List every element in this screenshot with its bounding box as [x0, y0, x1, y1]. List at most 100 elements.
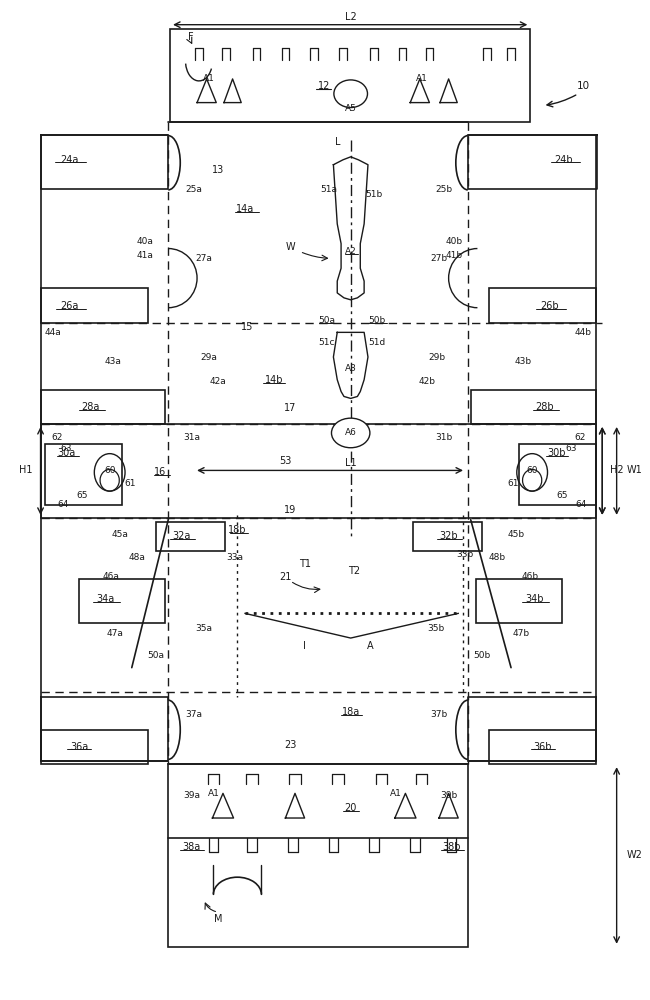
Text: 62: 62: [575, 433, 586, 442]
Bar: [519, 444, 595, 505]
Text: 50a: 50a: [318, 316, 335, 325]
Text: 36a: 36a: [70, 742, 88, 752]
Text: 14b: 14b: [265, 375, 283, 385]
Text: 62: 62: [51, 433, 62, 442]
Text: 64: 64: [575, 500, 587, 509]
Text: H2: H2: [610, 465, 623, 475]
Bar: [489, 730, 597, 764]
Text: 40a: 40a: [136, 237, 153, 246]
Text: 61: 61: [507, 479, 519, 488]
Text: 39a: 39a: [183, 791, 200, 800]
Text: 43b: 43b: [515, 357, 532, 366]
Text: 61: 61: [124, 479, 136, 488]
Bar: [471, 390, 595, 424]
Text: 65: 65: [556, 491, 567, 500]
Text: 26b: 26b: [540, 301, 559, 311]
Text: 65: 65: [76, 491, 88, 500]
Text: A1: A1: [390, 789, 402, 798]
Text: 43a: 43a: [104, 357, 121, 366]
Bar: [168, 764, 468, 947]
Text: I: I: [303, 641, 306, 651]
Text: 41b: 41b: [446, 251, 463, 260]
Text: 17: 17: [284, 403, 296, 413]
Text: W2: W2: [626, 850, 642, 860]
Text: H1: H1: [20, 465, 33, 475]
Text: 38b: 38b: [442, 842, 461, 852]
Text: 29a: 29a: [200, 353, 217, 362]
Text: 35a: 35a: [195, 624, 213, 633]
Text: 27b: 27b: [430, 254, 448, 263]
Text: 25b: 25b: [436, 185, 452, 194]
Text: 28b: 28b: [536, 402, 554, 412]
Text: 48b: 48b: [488, 553, 505, 562]
Text: 35b: 35b: [428, 624, 445, 633]
Text: 42b: 42b: [419, 377, 436, 386]
Bar: [40, 730, 148, 764]
Text: 38a: 38a: [182, 842, 200, 852]
Ellipse shape: [332, 418, 370, 448]
Text: 44b: 44b: [575, 328, 592, 337]
Text: 16: 16: [155, 467, 166, 477]
Text: 30b: 30b: [547, 448, 566, 458]
Text: 14a: 14a: [236, 204, 254, 214]
Text: 51b: 51b: [365, 190, 382, 199]
Text: 15: 15: [240, 322, 253, 332]
Text: 26a: 26a: [60, 301, 79, 311]
Text: F: F: [188, 32, 194, 42]
Text: 18a: 18a: [341, 707, 360, 717]
Text: 20: 20: [344, 803, 357, 813]
Text: 60: 60: [104, 466, 116, 475]
Text: 18b: 18b: [228, 525, 246, 535]
Text: 28a: 28a: [81, 402, 99, 412]
Text: A3: A3: [344, 364, 357, 373]
Text: 64: 64: [57, 500, 68, 509]
Text: M: M: [214, 914, 222, 924]
Text: 34b: 34b: [526, 594, 544, 604]
Text: A1: A1: [207, 789, 219, 798]
Text: 13: 13: [212, 165, 224, 175]
Text: 44a: 44a: [45, 328, 61, 337]
Text: T1: T1: [298, 559, 311, 569]
Text: 23: 23: [284, 740, 296, 750]
Text: 41a: 41a: [136, 251, 153, 260]
Text: 39b: 39b: [440, 791, 457, 800]
Text: 32b: 32b: [439, 531, 458, 541]
Text: 50b: 50b: [474, 651, 491, 660]
Text: 12: 12: [318, 81, 330, 91]
Bar: [489, 288, 597, 322]
Text: 34a: 34a: [97, 594, 115, 604]
Text: 40b: 40b: [446, 237, 463, 246]
Bar: [46, 444, 122, 505]
Text: 33a: 33a: [226, 553, 243, 562]
Text: 32a: 32a: [172, 531, 191, 541]
Text: 60: 60: [526, 466, 538, 475]
Text: A6: A6: [344, 428, 357, 437]
Text: T2: T2: [348, 566, 361, 576]
Text: 24b: 24b: [554, 155, 573, 165]
Text: 31a: 31a: [183, 433, 200, 442]
Text: 21: 21: [280, 572, 292, 582]
Text: 33b: 33b: [456, 550, 474, 559]
Bar: [476, 579, 562, 623]
Text: 46b: 46b: [522, 572, 539, 581]
Text: 47b: 47b: [512, 629, 529, 638]
Text: L2: L2: [344, 12, 357, 22]
Text: 36b: 36b: [534, 742, 552, 752]
Bar: [413, 522, 482, 551]
Text: 30a: 30a: [57, 448, 75, 458]
Text: A5: A5: [344, 104, 357, 113]
Bar: [170, 29, 530, 122]
Text: 45a: 45a: [112, 530, 129, 539]
Bar: [40, 390, 165, 424]
Text: 51c: 51c: [318, 338, 335, 347]
Text: 48a: 48a: [128, 553, 145, 562]
Text: 51d: 51d: [368, 338, 385, 347]
Text: 29b: 29b: [428, 353, 446, 362]
Text: 37b: 37b: [430, 710, 448, 719]
Bar: [79, 579, 165, 623]
Text: A2: A2: [344, 247, 357, 256]
Text: W: W: [285, 242, 295, 252]
Text: 31b: 31b: [436, 433, 452, 442]
Text: 51a: 51a: [320, 185, 337, 194]
Text: 50b: 50b: [368, 316, 385, 325]
